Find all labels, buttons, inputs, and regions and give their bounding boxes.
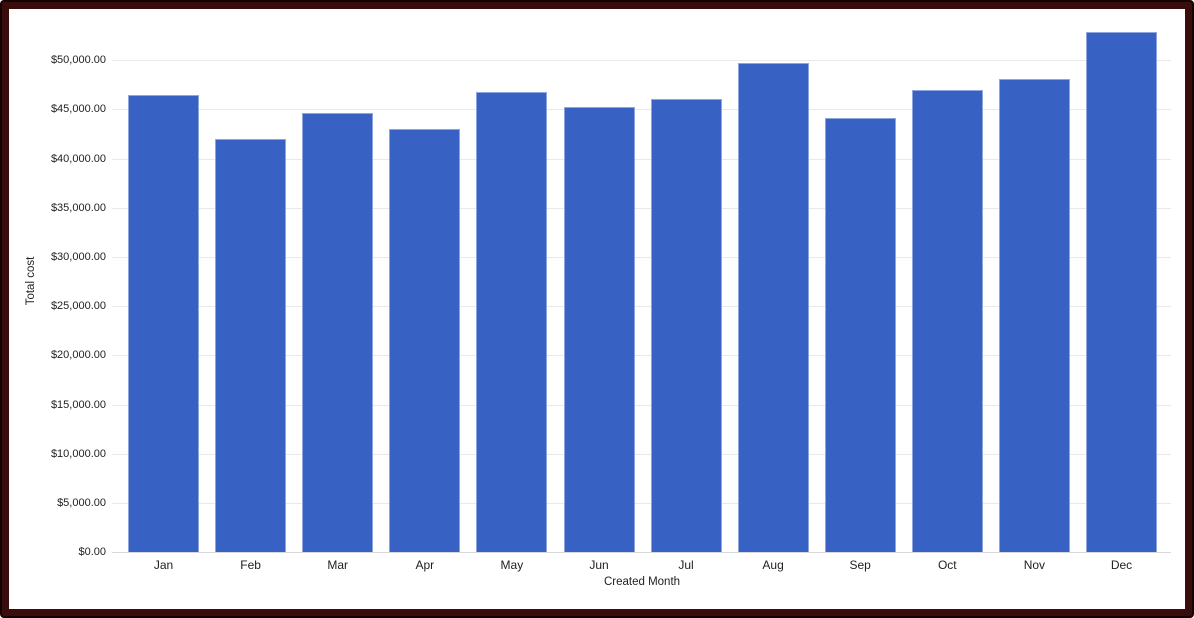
bar-nov[interactable] xyxy=(998,78,1070,552)
y-tick-label: $50,000.00 xyxy=(50,54,106,67)
bar-jan[interactable] xyxy=(128,94,199,552)
y-tick-label: $10,000.00 xyxy=(50,447,106,460)
y-tick-label: $45,000.00 xyxy=(50,103,106,116)
bar-dec[interactable] xyxy=(1086,31,1157,552)
x-tick-label: Nov xyxy=(1023,558,1046,572)
x-tick-label: Jan xyxy=(153,558,174,572)
bar-sep[interactable] xyxy=(824,118,896,552)
bar-jun[interactable] xyxy=(563,107,635,552)
gridline xyxy=(112,355,1171,357)
x-tick-label: Oct xyxy=(937,558,957,572)
gridline xyxy=(112,158,1171,160)
x-tick-label: May xyxy=(500,558,524,572)
bar-may[interactable] xyxy=(476,91,548,552)
y-tick-label: $5,000.00 xyxy=(57,496,106,509)
bar-aug[interactable] xyxy=(737,63,809,552)
x-tick-label: Apr xyxy=(415,558,435,572)
y-tick-label: $0.00 xyxy=(78,546,106,558)
y-tick-label: $20,000.00 xyxy=(50,349,106,362)
x-tick-label: Sep xyxy=(849,558,871,572)
y-tick-label: $40,000.00 xyxy=(50,152,106,165)
x-tick-label: Aug xyxy=(762,558,784,572)
bar-jul[interactable] xyxy=(650,98,722,552)
gridline xyxy=(112,109,1171,111)
x-axis-baseline xyxy=(112,552,1171,553)
x-tick-label: Feb xyxy=(240,558,261,572)
x-tick-label: Mar xyxy=(327,558,349,572)
gridline xyxy=(112,256,1171,258)
gridline xyxy=(112,207,1171,209)
y-tick-label: $25,000.00 xyxy=(50,300,106,313)
bar-oct[interactable] xyxy=(911,89,983,552)
gridline xyxy=(112,502,1171,504)
y-tick-label: $30,000.00 xyxy=(50,250,106,263)
x-axis-title: Created Month xyxy=(603,576,681,588)
bar-apr[interactable] xyxy=(389,129,461,552)
bar-mar[interactable] xyxy=(302,113,374,552)
y-tick-label: $15,000.00 xyxy=(50,398,106,411)
x-tick-label: Jun xyxy=(589,558,609,572)
x-tick-label: Jul xyxy=(678,558,694,572)
gridline xyxy=(112,60,1171,62)
y-tick-label: $35,000.00 xyxy=(50,201,106,214)
gridline xyxy=(112,306,1171,308)
bar-feb[interactable] xyxy=(215,138,287,552)
gridline xyxy=(112,404,1171,406)
y-axis-title: Total cost xyxy=(25,256,37,306)
gridline xyxy=(112,453,1171,455)
x-tick-label: Dec xyxy=(1110,558,1133,572)
